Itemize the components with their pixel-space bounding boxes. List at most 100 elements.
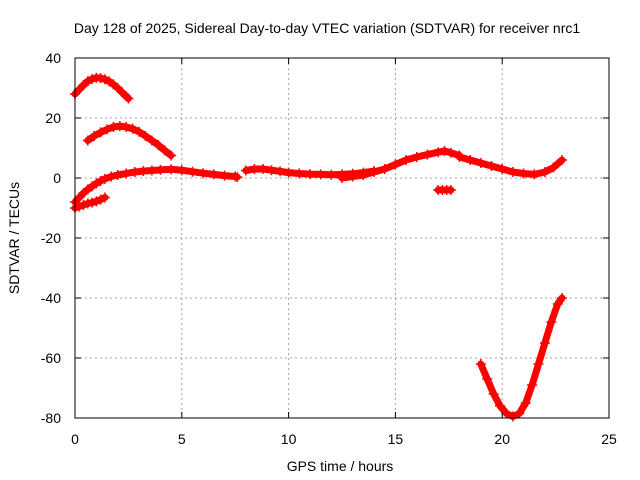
data-point: [166, 164, 177, 175]
data-point: [127, 123, 138, 134]
data-point: [548, 162, 559, 173]
data-point: [89, 131, 100, 141]
data-point: [488, 389, 499, 399]
data-point: [518, 168, 529, 179]
data-point: [539, 167, 550, 177]
series-arc-7: [433, 185, 456, 195]
data-point: [159, 145, 170, 156]
data-point: [91, 196, 102, 207]
data-point: [129, 167, 140, 177]
series-arc-6: [337, 146, 465, 183]
data-point: [533, 359, 544, 369]
data-point: [475, 158, 486, 168]
data-point: [95, 176, 106, 186]
data-point: [486, 161, 497, 171]
data-point: [155, 164, 166, 175]
x-tick-label: 20: [494, 431, 510, 447]
data-point: [146, 135, 157, 146]
data-point: [74, 201, 85, 212]
data-point: [501, 408, 512, 419]
data-point: [347, 171, 358, 182]
data-point: [546, 317, 557, 327]
data-point: [176, 165, 187, 176]
data-point: [187, 166, 198, 177]
series-arc-4: [70, 164, 243, 207]
data-point: [153, 140, 164, 150]
y-tick-label: 0: [53, 170, 61, 186]
y-tick-label: -60: [41, 350, 61, 366]
data-point: [114, 121, 125, 132]
data-point: [99, 74, 110, 85]
data-point: [257, 164, 268, 174]
data-point: [219, 170, 230, 181]
series-arc-1: [70, 72, 134, 104]
data-point: [121, 168, 132, 179]
data-point: [74, 84, 85, 95]
chart-title: Day 128 of 2025, Sidereal Day-to-day VTE…: [74, 20, 580, 36]
x-tick-label: 25: [601, 431, 617, 447]
data-point: [337, 173, 347, 183]
data-point: [121, 91, 132, 102]
data-point: [108, 122, 119, 132]
data-point: [82, 135, 93, 146]
series-arc-2: [82, 121, 177, 161]
x-tick-label: 5: [178, 431, 186, 447]
series-arc-9: [475, 293, 568, 422]
data-point: [557, 155, 568, 165]
data-point: [116, 87, 127, 98]
data-point: [390, 159, 401, 170]
data-point: [87, 197, 98, 208]
data-point: [527, 380, 538, 390]
data-point: [439, 146, 450, 156]
data-point: [249, 164, 260, 174]
data-point: [529, 169, 540, 180]
data-point: [369, 167, 380, 177]
data-point: [482, 374, 493, 384]
data-point: [294, 168, 305, 179]
y-axis-label: SDTVAR / TECUs: [6, 182, 22, 294]
grid: [75, 58, 609, 418]
data-point: [401, 155, 412, 165]
data-point: [514, 408, 525, 419]
data-point: [475, 359, 486, 369]
data-point: [326, 169, 337, 180]
data-point: [240, 165, 251, 176]
x-axis-label: GPS time / hours: [287, 458, 394, 474]
data-point: [91, 178, 102, 189]
data-point: [78, 200, 89, 210]
axis-ticks: 0 5 10 15 20 25 -80 -60 -40 -20 0 20 40: [41, 50, 617, 447]
data-point: [99, 192, 110, 203]
data-point: [507, 411, 518, 422]
y-tick-label: -20: [41, 230, 61, 246]
y-tick-label: -40: [41, 290, 61, 306]
data-point: [495, 401, 506, 411]
data-point: [140, 131, 151, 141]
data-point: [232, 172, 243, 183]
data-point: [422, 149, 433, 160]
data-point: [520, 398, 531, 408]
y-tick-label: 20: [45, 110, 61, 126]
data-point: [106, 171, 117, 182]
data-point: [445, 185, 456, 195]
data-point: [166, 150, 177, 161]
data-point: [433, 147, 444, 158]
data-point: [283, 167, 294, 178]
data-point: [315, 169, 326, 180]
data-point: [445, 147, 456, 158]
data-point: [557, 293, 568, 303]
data-point: [198, 168, 209, 179]
data-point: [275, 166, 286, 177]
series-arc-8: [454, 152, 568, 180]
data-point: [99, 173, 110, 184]
data-point: [82, 198, 93, 209]
data-point: [95, 127, 106, 138]
x-tick-label: 15: [388, 431, 404, 447]
data-point: [497, 164, 508, 174]
data-point: [465, 155, 476, 165]
data-point: [87, 74, 98, 84]
data-point: [379, 164, 390, 174]
data-point: [82, 76, 93, 87]
data-point: [121, 122, 132, 132]
data-point: [552, 299, 563, 309]
